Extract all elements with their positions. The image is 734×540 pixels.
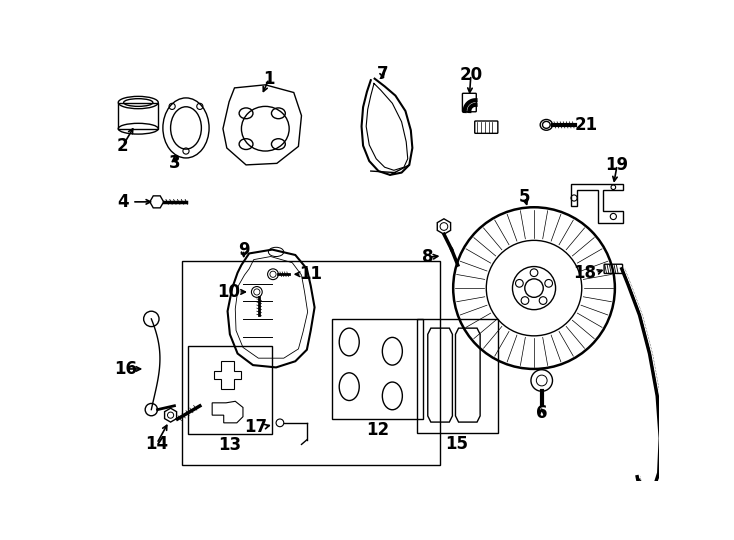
Text: 21: 21	[575, 116, 598, 134]
Text: 13: 13	[218, 436, 241, 454]
Text: 15: 15	[446, 435, 468, 453]
Text: 16: 16	[115, 360, 137, 378]
Text: 1: 1	[264, 70, 275, 87]
Text: 11: 11	[299, 265, 322, 284]
Bar	[417, 319, 498, 433]
Text: 9: 9	[238, 241, 250, 259]
Text: 19: 19	[606, 156, 629, 174]
Text: 6: 6	[536, 404, 548, 422]
Text: 8: 8	[422, 248, 434, 266]
Text: 2: 2	[117, 137, 128, 154]
Text: 12: 12	[366, 421, 389, 439]
Bar	[182, 261, 440, 465]
Text: 20: 20	[459, 66, 482, 84]
Text: 18: 18	[573, 264, 596, 282]
Text: 7: 7	[377, 65, 388, 83]
Bar	[187, 346, 272, 434]
Text: 10: 10	[217, 283, 240, 301]
Text: 17: 17	[244, 418, 267, 436]
Bar	[118, 103, 159, 129]
Text: 5: 5	[519, 188, 531, 206]
Text: 4: 4	[117, 193, 128, 211]
Text: 14: 14	[145, 435, 168, 453]
Text: 3: 3	[169, 154, 181, 172]
Bar	[333, 319, 423, 419]
